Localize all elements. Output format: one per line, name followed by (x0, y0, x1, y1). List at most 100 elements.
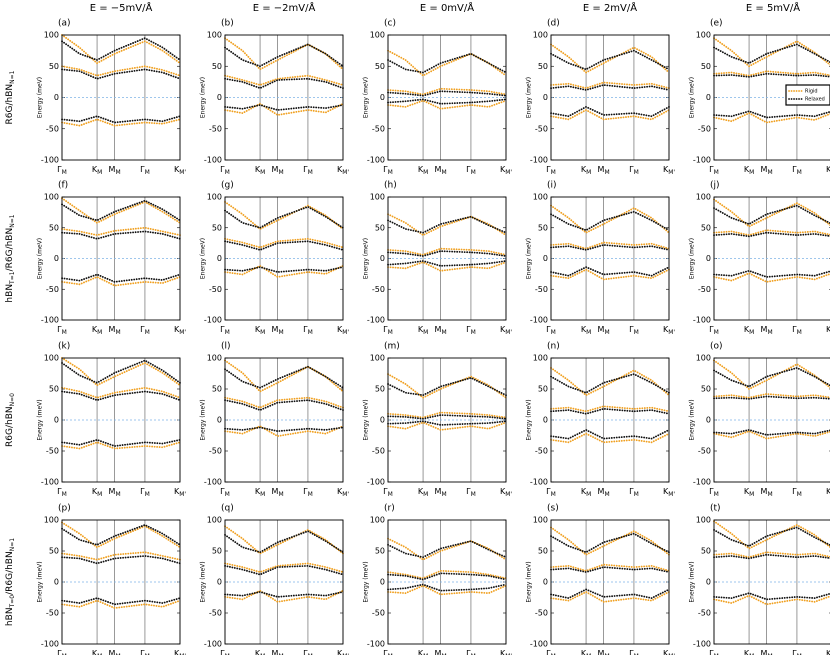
x-tick-label: KM' (174, 325, 186, 337)
tick-sub: M (551, 329, 556, 336)
y-tick-label: 0 (217, 93, 222, 102)
y-tick-label: 0 (217, 254, 222, 263)
x-tick-label: KM' (826, 487, 830, 499)
tick-base: Γ (383, 649, 388, 655)
y-tick-label: 0 (217, 416, 222, 425)
band (224, 102, 344, 116)
panel-label: (n) (547, 342, 560, 352)
band (713, 229, 830, 237)
x-tick-label: KM (581, 487, 591, 499)
tick-sub: M (551, 491, 556, 498)
tick-sub: M (797, 329, 802, 336)
x-tick-label: KM (92, 487, 102, 499)
tick-sub: M (749, 169, 754, 176)
band (550, 590, 670, 603)
x-tick-label: ΓM (709, 649, 719, 655)
panel-label: (i) (547, 181, 557, 191)
column-title: E = −2mV/Å (253, 1, 316, 14)
y-tick-label: -100 (367, 640, 385, 649)
band (387, 98, 507, 105)
band (61, 597, 181, 606)
band (61, 65, 181, 77)
tick-base: Γ (466, 649, 471, 655)
frame (224, 519, 344, 645)
tick-base: Γ (546, 165, 551, 174)
band (550, 407, 670, 415)
y-tick-label: -50 (535, 285, 548, 294)
tick-base: M (435, 165, 442, 174)
tick-base: K (337, 487, 343, 496)
tick-sub: M (423, 653, 428, 655)
tick-sub: M (97, 491, 102, 498)
tick-sub: M' (342, 329, 349, 336)
x-tick-label: MM (272, 165, 284, 177)
x-tick-label: ΓM (303, 487, 313, 499)
x-tick-label: ΓM (546, 649, 556, 655)
frame (387, 519, 507, 645)
y-tick-label: 100 (44, 354, 59, 363)
tick-sub: M (115, 169, 120, 176)
band (224, 266, 344, 273)
x-tick-label: KM (255, 325, 265, 337)
column-title: E = 2mV/Å (583, 1, 637, 14)
y-tick-label: -100 (204, 478, 222, 487)
legend-box (785, 84, 830, 106)
tick-base: Γ (709, 325, 714, 334)
band (387, 250, 507, 257)
y-tick-label: -100 (530, 640, 548, 649)
band (387, 414, 507, 420)
y-tick-label: 50 (538, 62, 548, 71)
tick-base: M (761, 487, 768, 496)
frame (224, 196, 344, 321)
tick-base: K (174, 165, 180, 174)
tick-sub: M (797, 491, 802, 498)
band (550, 105, 670, 118)
tick-sub: M (388, 653, 393, 655)
tick-base: Γ (303, 325, 308, 334)
tick-base: Γ (792, 325, 797, 334)
y-tick-label: 50 (701, 385, 711, 394)
tick-sub: M (441, 491, 446, 498)
tick-sub: M (97, 169, 102, 176)
x-tick-label: ΓM (709, 325, 719, 337)
tick-base: Γ (629, 487, 634, 496)
band (61, 34, 181, 65)
y-axis-label: Energy (meV) (363, 77, 370, 118)
x-tick-label: ΓM (466, 487, 476, 499)
y-tick-label: 0 (543, 254, 548, 263)
frame (387, 196, 507, 321)
y-tick-label: -50 (372, 447, 385, 456)
band (61, 273, 181, 283)
x-tick-label: ΓM (629, 487, 639, 499)
band (713, 594, 830, 606)
x-tick-label: ΓM (709, 487, 719, 499)
band (713, 204, 830, 226)
tick-base: M (109, 165, 116, 174)
y-axis-label: Energy (meV) (689, 238, 696, 279)
y-axis-label: Energy (meV) (363, 561, 370, 602)
y-tick-label: -100 (530, 316, 548, 325)
x-tick-label: ΓM (629, 325, 639, 337)
panel-label: (p) (58, 504, 71, 514)
tick-base: Γ (57, 649, 62, 655)
tick-sub: M (278, 653, 283, 655)
y-tick-label: -100 (693, 640, 711, 649)
tick-sub: M (308, 329, 313, 336)
band (224, 264, 344, 278)
x-tick-label: KM (418, 487, 428, 499)
band (224, 74, 344, 86)
tick-base: M (598, 165, 605, 174)
tick-base: M (761, 165, 768, 174)
band (713, 553, 830, 560)
x-tick-label: MM (435, 487, 447, 499)
tick-sub: M (797, 169, 802, 176)
tick-base: K (255, 487, 261, 496)
y-tick-label: -50 (46, 609, 59, 618)
tick-base: K (337, 165, 343, 174)
x-tick-label: KM (92, 165, 102, 177)
